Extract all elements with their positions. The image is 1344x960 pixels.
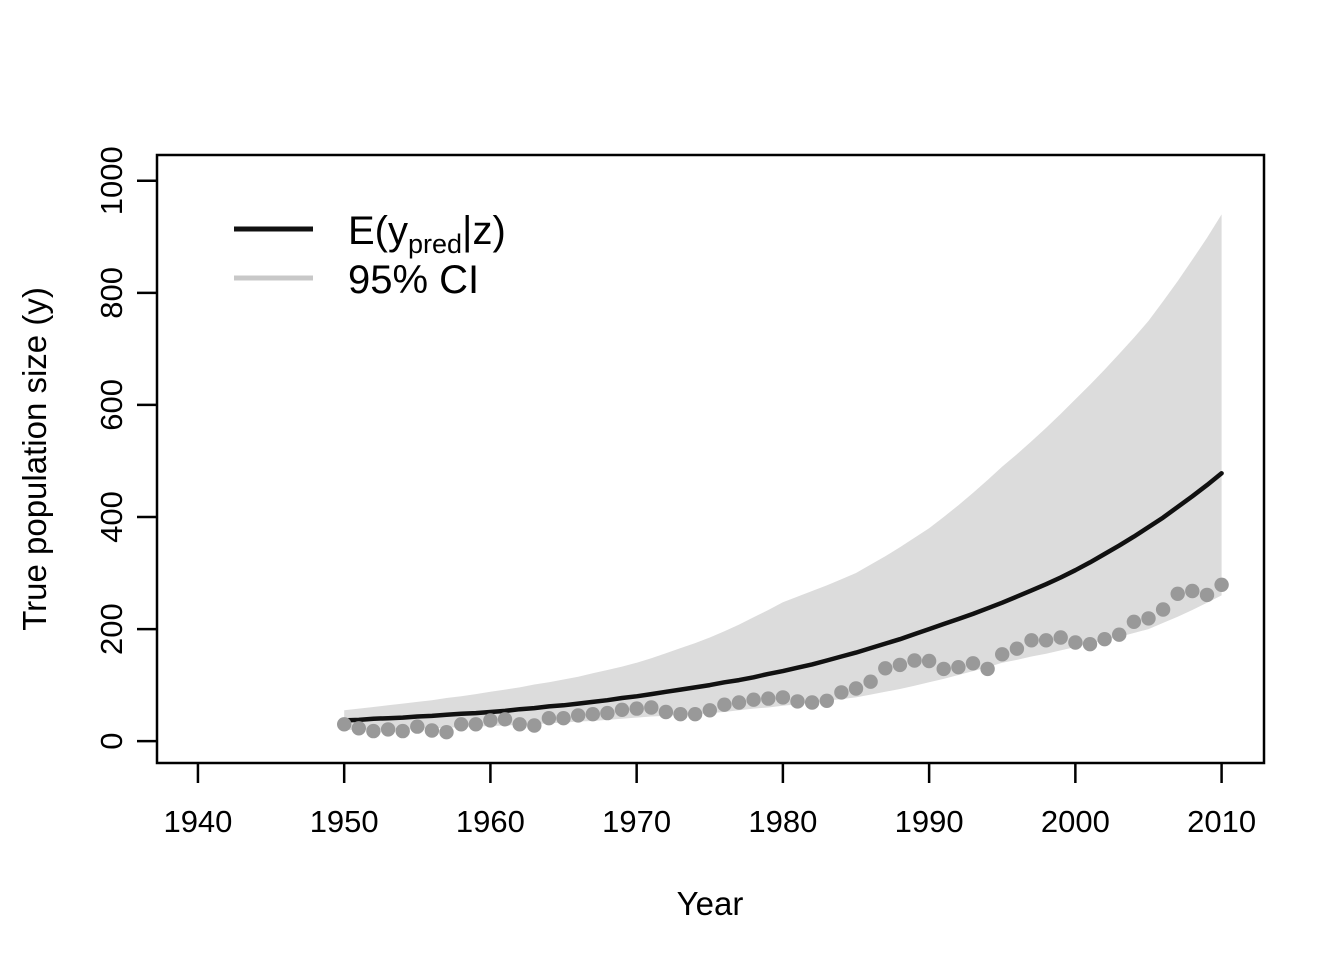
data-point xyxy=(1009,641,1025,656)
x-tick-label: 2000 xyxy=(1041,804,1110,839)
y-tick-label: 0 xyxy=(94,732,129,749)
data-point xyxy=(1126,614,1142,629)
x-tick-label: 2010 xyxy=(1187,804,1256,839)
data-point xyxy=(1199,587,1215,603)
data-point xyxy=(512,717,527,732)
y-axis: 0 200 400 600 800 1000 xyxy=(94,146,157,750)
data-point xyxy=(337,717,352,732)
data-point xyxy=(1141,611,1156,626)
data-point xyxy=(746,692,761,707)
data-point xyxy=(936,661,951,677)
y-tick-label: 400 xyxy=(94,491,129,543)
data-point xyxy=(878,661,893,676)
data-point xyxy=(497,712,513,727)
x-tick-label: 1940 xyxy=(163,804,232,839)
data-point xyxy=(907,653,922,668)
data-point xyxy=(1024,633,1039,648)
data-point xyxy=(629,701,644,716)
data-point xyxy=(600,705,615,721)
x-axis: 1940 1950 1960 1970 1980 1990 2000 2010 xyxy=(163,763,1256,839)
data-point xyxy=(556,711,571,726)
data-point xyxy=(951,660,966,675)
data-point xyxy=(790,694,805,709)
data-point xyxy=(731,695,747,710)
data-point xyxy=(1068,635,1083,650)
data-point xyxy=(614,702,630,717)
legend-label: E(ypred|z) xyxy=(348,209,506,259)
data-point xyxy=(1097,632,1112,647)
data-point xyxy=(395,723,410,739)
data-point xyxy=(1053,630,1068,645)
x-tick-label: 1960 xyxy=(456,804,525,839)
data-point xyxy=(644,700,659,715)
data-point xyxy=(804,695,820,710)
data-point xyxy=(527,718,542,733)
x-tick-label: 1970 xyxy=(602,804,671,839)
data-point xyxy=(673,707,688,722)
data-point xyxy=(761,691,776,706)
y-tick-label: 1000 xyxy=(94,146,129,215)
x-tick-label: 1980 xyxy=(748,804,817,839)
observed-points-layer xyxy=(337,577,1229,740)
data-point xyxy=(366,723,381,739)
data-point xyxy=(424,723,440,738)
data-point xyxy=(702,703,717,718)
data-point xyxy=(863,674,878,689)
data-point xyxy=(468,717,483,732)
data-point xyxy=(892,657,908,673)
data-point xyxy=(717,697,732,712)
data-point xyxy=(439,725,454,740)
data-point xyxy=(571,708,586,723)
x-tick-label: 1990 xyxy=(895,804,964,839)
x-tick-label: 1950 xyxy=(310,804,379,839)
data-point xyxy=(848,681,864,696)
mean-line xyxy=(341,471,1224,723)
data-point xyxy=(1155,602,1171,617)
data-point xyxy=(995,647,1010,662)
data-point xyxy=(921,653,937,669)
data-point xyxy=(541,711,557,726)
data-point xyxy=(775,690,791,705)
y-tick-label: 200 xyxy=(94,603,129,655)
data-point xyxy=(585,707,600,722)
data-point xyxy=(1112,627,1127,642)
x-axis-title: Year xyxy=(677,885,744,922)
y-tick-label: 600 xyxy=(94,379,129,431)
data-point xyxy=(819,693,834,708)
data-point xyxy=(483,713,498,728)
y-axis-title: True population size (y) xyxy=(16,287,53,631)
data-point xyxy=(1214,577,1229,592)
y-tick-label: 800 xyxy=(94,267,129,319)
data-point xyxy=(687,707,703,722)
plot-box xyxy=(155,153,1266,765)
legend-label: 95% CI xyxy=(348,258,479,302)
data-point xyxy=(834,685,849,700)
data-point xyxy=(410,719,425,734)
data-point xyxy=(454,717,469,732)
data-point xyxy=(1170,586,1185,601)
legend: E(ypred|z)95% CI xyxy=(234,209,506,302)
data-point xyxy=(1082,637,1098,652)
data-point xyxy=(380,722,396,737)
data-point xyxy=(965,656,981,671)
data-point xyxy=(1038,633,1054,648)
data-point xyxy=(351,721,366,736)
data-point xyxy=(658,704,674,720)
data-point xyxy=(980,661,995,677)
mean-line-layer xyxy=(341,471,1224,723)
data-point xyxy=(1185,583,1200,599)
